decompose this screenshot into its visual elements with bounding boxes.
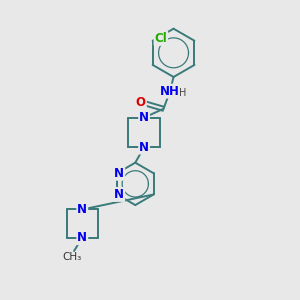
Text: CH₃: CH₃ — [62, 253, 81, 262]
Text: N: N — [77, 231, 87, 244]
Text: NH: NH — [160, 85, 180, 98]
Text: O: O — [136, 95, 146, 109]
Text: N: N — [139, 111, 149, 124]
Text: N: N — [114, 167, 124, 180]
Text: Cl: Cl — [154, 32, 167, 45]
Text: N: N — [77, 203, 87, 216]
Text: N: N — [114, 188, 124, 201]
Text: N: N — [139, 141, 149, 154]
Text: H: H — [179, 88, 186, 98]
